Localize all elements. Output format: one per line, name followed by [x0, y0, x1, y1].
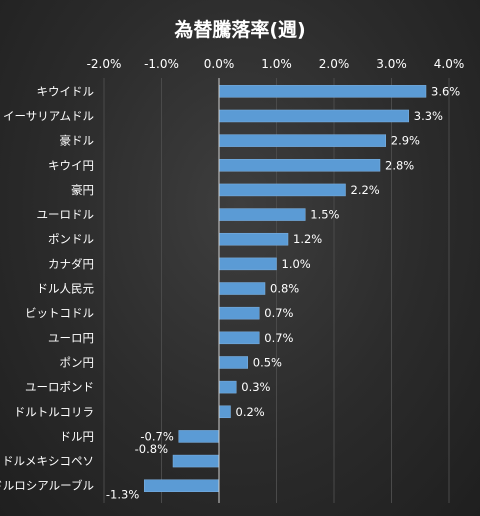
data-label: 3.6% [431, 84, 460, 98]
x-tick-label: 1.0% [261, 57, 292, 71]
category-label: ポン円 [60, 355, 95, 369]
category-label: キウイ円 [48, 158, 94, 172]
bar [218, 109, 409, 123]
bar [218, 134, 386, 147]
data-label: 2.2% [351, 183, 380, 197]
category-label: ドル人民元 [37, 282, 95, 296]
bar [218, 159, 381, 172]
x-tick-label: -2.0% [87, 57, 122, 71]
category-label: ドルロシアルーブル [0, 479, 94, 493]
bar [218, 405, 231, 419]
data-label: 2.8% [385, 158, 414, 172]
data-labels: 3.6% 3.3% 2.9% 2.8% 2.2% 1.5% 1.2% 1.0% 0.8% 0.7%… [106, 84, 460, 501]
data-label: 1.2% [293, 232, 322, 246]
category-label: カナダ円 [48, 257, 94, 271]
bar [144, 479, 220, 492]
data-label: -1.3% [106, 488, 139, 502]
data-label: 3.3% [414, 109, 443, 123]
x-tick-label: 2.0% [319, 57, 350, 71]
category-label: ドル円 [60, 429, 95, 443]
category-label: イーサリアムドル [3, 109, 94, 123]
data-label: -0.8% [135, 442, 168, 456]
data-label: 1.0% [282, 257, 311, 271]
category-label: ビットコドル [25, 306, 94, 320]
bar [218, 208, 306, 221]
data-label: 0.2% [236, 405, 265, 419]
bar [178, 430, 220, 443]
bar [218, 257, 277, 271]
category-label: ユーロポンド [25, 380, 94, 394]
bar [218, 183, 346, 197]
data-label: 1.5% [310, 208, 339, 222]
bar [218, 232, 289, 246]
chart-title: 為替騰落率(週) [174, 18, 305, 41]
bar [172, 454, 220, 468]
x-tick-label: 4.0% [434, 57, 465, 71]
category-label: 豪ドル [60, 134, 95, 148]
category-label: ポンドル [48, 232, 94, 246]
category-label: ドルトルコリラ [14, 405, 94, 419]
x-tick-label: -1.0% [144, 57, 179, 71]
data-label: 0.7% [264, 331, 293, 345]
data-label: 0.5% [253, 355, 282, 369]
bar [218, 380, 237, 394]
data-label: 0.8% [270, 282, 299, 296]
data-label: 0.7% [264, 306, 293, 320]
data-label: -0.7% [140, 429, 173, 443]
data-label: 0.3% [241, 380, 270, 394]
bar [218, 85, 427, 98]
bar [218, 356, 248, 369]
gridlines [103, 78, 450, 503]
category-label: 豪円 [71, 183, 94, 197]
category-labels: キウイドルイーサリアムドル豪ドルキウイ円豪円ユーロドルポンドルカナダ円ドル人民元… [0, 84, 94, 492]
category-label: ユーロ円 [48, 331, 94, 345]
bar [218, 331, 260, 345]
x-tick-label: 3.0% [376, 57, 407, 71]
data-label: 2.9% [391, 134, 420, 148]
x-tick-label: 0.0% [204, 57, 235, 71]
bar [218, 282, 266, 295]
category-label: ドルメキシコペソ [2, 454, 94, 468]
bar [218, 306, 260, 320]
x-axis-tick-labels: -2.0% -1.0% 0.0% 1.0% 2.0% 3.0% 4.0% [87, 57, 465, 71]
category-label: ユーロドル [37, 208, 95, 222]
category-label: キウイドル [37, 84, 95, 98]
